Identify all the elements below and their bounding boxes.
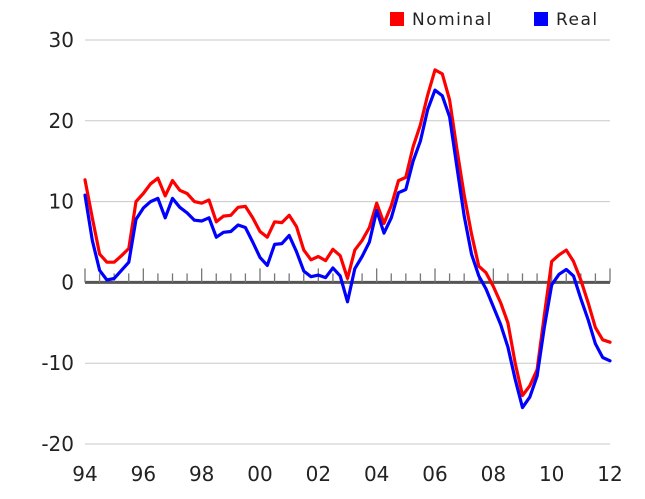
series-lines (83, 68, 612, 410)
x-axis-tick-labels: 94 96 98 00 02 04 06 08 10 12 (72, 462, 622, 486)
y-axis-tick-labels: 30 20 10 0 -10 -20 (41, 28, 74, 456)
y-tick-label: 20 (49, 109, 74, 133)
y-tick-label: 10 (49, 190, 74, 214)
legend-label-real: Real (556, 10, 599, 30)
x-tick-label: 04 (364, 462, 389, 486)
x-tick-label: 96 (131, 462, 156, 486)
x-tick-label: 94 (72, 462, 97, 486)
y-tick-label: 0 (61, 270, 74, 294)
x-tick-label: 98 (189, 462, 214, 486)
y-tick-label: 30 (49, 28, 74, 52)
x-tick-label: 10 (539, 462, 564, 486)
x-tick-label: 08 (481, 462, 506, 486)
x-tick-label: 02 (306, 462, 331, 486)
y-tick-label: -10 (41, 351, 74, 375)
x-tick-label: 00 (247, 462, 272, 486)
zero-axis (84, 268, 611, 284)
x-tick-label: 12 (597, 462, 622, 486)
legend: Nominal Real (390, 10, 599, 30)
legend-label-nominal: Nominal (412, 10, 493, 30)
series-line-real (83, 88, 612, 410)
x-tick-label: 06 (422, 462, 447, 486)
y-tick-label: -20 (41, 432, 74, 456)
series-line-nominal (83, 68, 612, 398)
legend-swatch-nominal (390, 12, 404, 26)
legend-swatch-real (534, 12, 548, 26)
